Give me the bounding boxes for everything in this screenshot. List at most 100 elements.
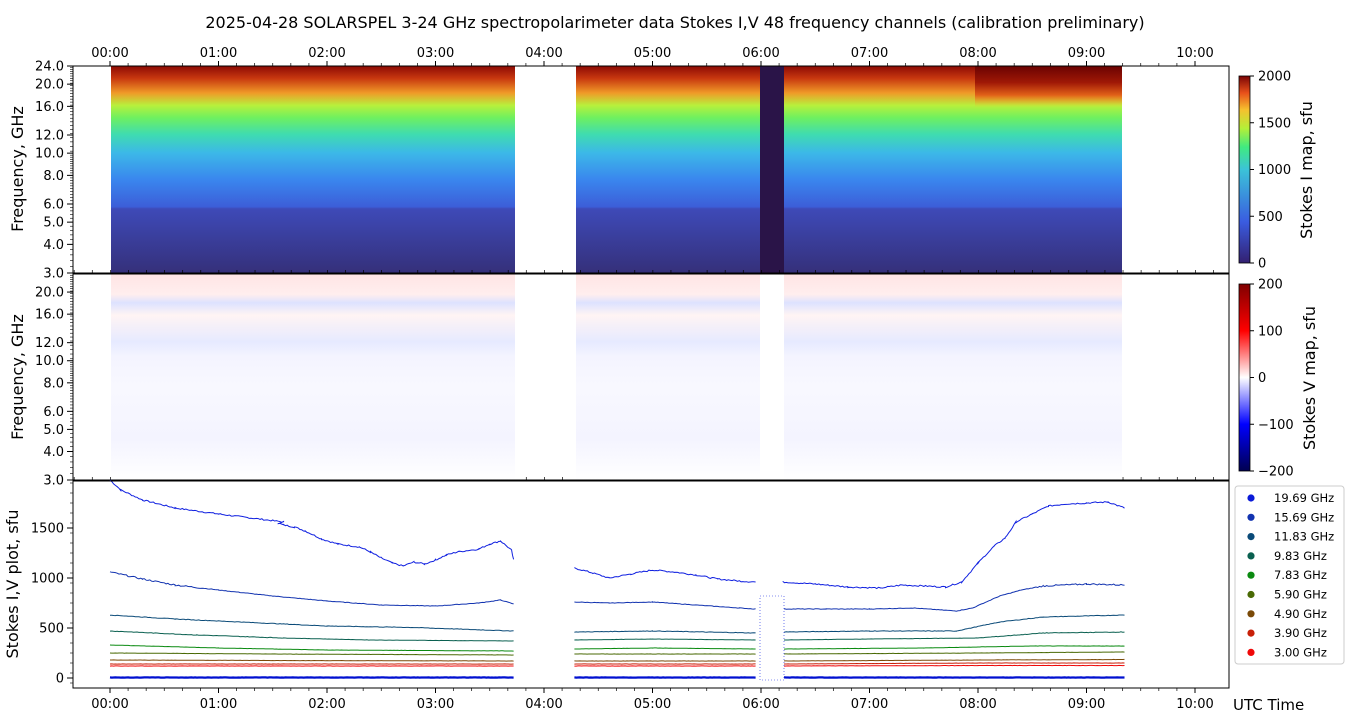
bottom-time-tick-label: 02:00 xyxy=(308,697,345,712)
legend-items: 19.69 GHz 15.69 GHz 11.83 GHz 9.83 GHz 7.83 … xyxy=(1247,491,1334,659)
legend-label: 3.00 GHz xyxy=(1274,645,1327,659)
plot-y-tick-label: 1500 xyxy=(31,522,64,537)
series-line xyxy=(782,614,1125,633)
colorbar-tick-label: −200 xyxy=(1258,465,1294,480)
series-line xyxy=(782,662,1125,665)
freq-tick-label: 20.0 xyxy=(35,286,64,301)
legend: 19.69 GHz 15.69 GHz 11.83 GHz 9.83 GHz 7.83 … xyxy=(1234,485,1345,665)
top-time-tick-label: 06:00 xyxy=(742,46,779,61)
legend-label: 3.90 GHz xyxy=(1274,626,1327,640)
bottom-time-tick-label: 08:00 xyxy=(959,697,996,712)
top-time-tick-label: 05:00 xyxy=(634,46,671,61)
bottom-time-tick-label: 04:00 xyxy=(525,697,562,712)
x-axis-label: UTC Time xyxy=(1233,696,1304,714)
legend-marker xyxy=(1247,590,1255,599)
bottom-time-tick-label: 09:00 xyxy=(1068,697,1105,712)
series-line xyxy=(782,631,1125,641)
stokes-i-ylabel: Frequency, GHz xyxy=(8,106,27,232)
legend-label: 15.69 GHz xyxy=(1274,510,1334,524)
legend-label: 4.90 GHz xyxy=(1274,607,1327,621)
top-time-tick-label: 09:00 xyxy=(1068,46,1105,61)
legend-label: 5.90 GHz xyxy=(1274,588,1327,602)
series-line xyxy=(110,659,514,662)
series-line xyxy=(574,630,756,634)
stokes-i-map-block-1 xyxy=(111,66,515,273)
colorbar-tick-label: 1500 xyxy=(1258,116,1291,131)
series-line xyxy=(109,630,514,642)
stokes-v-y-axis: 3.0 4.0 5.0 6.0 8.0 10.0 12.0 16.0 20.0 xyxy=(35,274,73,489)
bottom-time-tick-label: 06:00 xyxy=(742,697,779,712)
stokes-i-colorbar-label: Stokes I map, sfu xyxy=(1297,101,1316,239)
freq-tick-label: 4.0 xyxy=(43,445,64,460)
legend-marker xyxy=(1247,533,1255,541)
series-line xyxy=(109,644,514,652)
freq-tick-label: 16.0 xyxy=(35,100,64,115)
bottom-time-axis: 00:00 01:00 02:00 03:00 04:00 05:00 06:00 07:00… xyxy=(91,688,1214,712)
freq-tick-label: 12.0 xyxy=(35,336,64,351)
legend-label: 9.83 GHz xyxy=(1274,549,1327,563)
freq-tick-label: 6.0 xyxy=(43,405,64,420)
freq-tick-label: 8.0 xyxy=(43,376,64,391)
freq-tick-label: 6.0 xyxy=(43,198,64,213)
series-line xyxy=(574,567,756,583)
stokes-i-frame xyxy=(72,65,1230,274)
freq-tick-label: 3.0 xyxy=(43,474,64,489)
series-line xyxy=(574,638,756,641)
freq-tick-label: 5.0 xyxy=(43,216,64,231)
stokes-i-panel: 3.0 4.0 5.0 6.0 8.0 10.0 12.0 16.0 20.0 24.0 Freq… xyxy=(8,60,1230,282)
freq-tick-label: 20.0 xyxy=(35,78,64,93)
series-line xyxy=(574,647,756,650)
stokes-plot-frame-border xyxy=(72,480,1230,689)
bottom-time-tick-label: 10:00 xyxy=(1176,697,1213,712)
series-line xyxy=(782,583,1125,612)
series-line xyxy=(109,571,514,607)
colorbar-tick-label: 0 xyxy=(1258,371,1266,386)
colorbar-tick-label: 0 xyxy=(1258,257,1266,272)
top-time-tick-label: 01:00 xyxy=(200,46,237,61)
stokes-i-dropout xyxy=(760,66,784,273)
top-time-tick-label: 00:00 xyxy=(91,46,128,61)
series-line xyxy=(782,658,1125,662)
series-line xyxy=(782,651,1125,655)
series-line xyxy=(109,614,514,632)
stokes-i-y-axis: 3.0 4.0 5.0 6.0 8.0 10.0 12.0 16.0 20.0 24.0 xyxy=(35,60,73,282)
stokes-plot-panel: 0 500 1000 1500 00:00 01:00 02:00 03:00 04:00 05… xyxy=(3,479,1304,714)
legend-label: 7.83 GHz xyxy=(1274,568,1327,582)
stokes-v-colorbar-ticks: 200 100 0 −100 −200 xyxy=(1250,278,1294,480)
series-line xyxy=(782,664,1125,667)
stokes-i-colorbar: 2000 1500 1000 500 0 Stokes I map, sfu xyxy=(1238,70,1316,272)
legend-marker xyxy=(1247,513,1255,521)
top-time-tick-label: 10:00 xyxy=(1176,46,1213,61)
plot-y-tick-label: 1000 xyxy=(31,572,64,587)
legend-box xyxy=(1234,485,1345,665)
top-time-tick-label: 08:00 xyxy=(959,46,996,61)
freq-tick-label: 4.0 xyxy=(43,238,64,253)
legend-marker xyxy=(1247,648,1255,657)
stokes-plot-dropout-marks xyxy=(759,595,785,681)
freq-tick-label: 5.0 xyxy=(43,423,64,438)
stokes-plot-series xyxy=(109,479,1125,679)
legend-marker xyxy=(1247,610,1255,618)
series-line xyxy=(782,645,1125,650)
freq-tick-label: 12.0 xyxy=(35,129,64,144)
stokes-plot-y-axis: 0 500 1000 1500 xyxy=(31,482,73,687)
legend-label: 11.83 GHz xyxy=(1274,530,1334,544)
stokes-i-flare-region xyxy=(975,66,1122,273)
stokes-plot-ylabel: Stokes I,V plot, sfu xyxy=(3,510,22,659)
bottom-time-tick-label: 00:00 xyxy=(91,697,128,712)
bottom-time-tick-label: 01:00 xyxy=(200,697,237,712)
stokes-v-colorbar-gradient xyxy=(1238,283,1251,472)
top-time-tick-label: 02:00 xyxy=(308,46,345,61)
top-time-tick-label: 04:00 xyxy=(525,46,562,61)
stokes-v-ylabel: Frequency, GHz xyxy=(8,314,27,440)
freq-tick-label: 16.0 xyxy=(35,308,64,323)
stokes-v-frame xyxy=(72,273,1230,481)
top-time-tick-label: 07:00 xyxy=(851,46,888,61)
freq-tick-label: 10.0 xyxy=(35,147,64,162)
stokes-v-panel: 3.0 4.0 5.0 6.0 8.0 10.0 12.0 16.0 20.0 Frequenc… xyxy=(8,273,1230,489)
colorbar-tick-label: 1000 xyxy=(1258,163,1291,178)
colorbar-tick-label: −100 xyxy=(1258,418,1294,433)
series-line xyxy=(109,652,514,656)
legend-marker xyxy=(1247,494,1255,502)
